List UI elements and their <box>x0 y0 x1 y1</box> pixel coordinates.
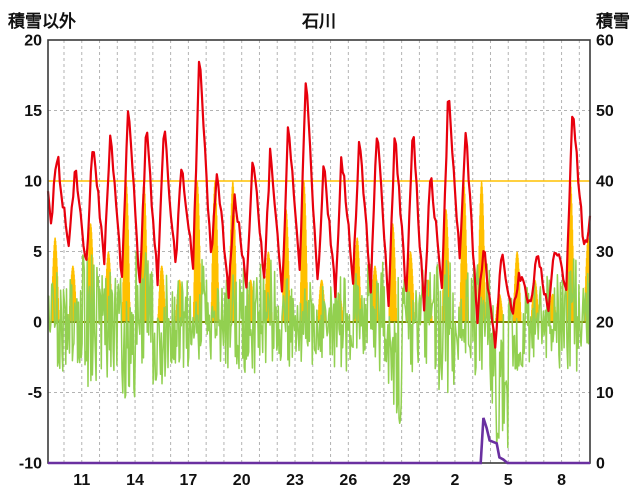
left-tick-label: 10 <box>24 174 42 191</box>
right-tick-label: 60 <box>596 33 614 50</box>
green-line-series <box>47 251 591 449</box>
left-tick-label: 5 <box>33 244 42 261</box>
x-tick-label: 5 <box>504 472 513 489</box>
x-tick-label: 8 <box>557 472 566 489</box>
right-axis-title: 積雪 <box>596 12 630 31</box>
right-tick-label: 30 <box>596 244 614 261</box>
left-axis-tick-labels: 20 15 10 5 0 -5 -10 <box>19 33 42 473</box>
left-tick-label: -10 <box>19 456 42 473</box>
red-line-series <box>46 60 592 349</box>
x-tick-label: 17 <box>179 472 197 489</box>
x-tick-label: 11 <box>73 472 90 489</box>
x-axis-tick-labels: 11 14 17 20 23 26 29 2 5 8 <box>73 472 566 489</box>
right-tick-label: 0 <box>596 456 605 473</box>
left-axis-title: 積雪以外 <box>8 12 76 31</box>
x-tick-label: 26 <box>339 472 357 489</box>
right-tick-label: 50 <box>596 103 614 120</box>
left-tick-label: 20 <box>24 33 42 50</box>
x-tick-label: 14 <box>126 472 144 489</box>
chart-title: 石川 <box>302 12 336 31</box>
right-tick-label: 10 <box>596 385 614 402</box>
left-tick-label: -5 <box>28 385 42 402</box>
x-tick-label: 29 <box>393 472 411 489</box>
left-tick-label: 15 <box>24 103 42 120</box>
x-tick-label: 20 <box>233 472 251 489</box>
purple-line-series <box>48 417 590 465</box>
right-tick-label: 20 <box>596 315 614 332</box>
right-tick-label: 40 <box>596 174 614 191</box>
right-axis-tick-labels: 60 50 40 30 20 10 0 <box>596 33 614 473</box>
x-tick-label: 2 <box>450 472 459 489</box>
left-tick-label: 0 <box>33 315 42 332</box>
x-tick-label: 23 <box>286 472 304 489</box>
